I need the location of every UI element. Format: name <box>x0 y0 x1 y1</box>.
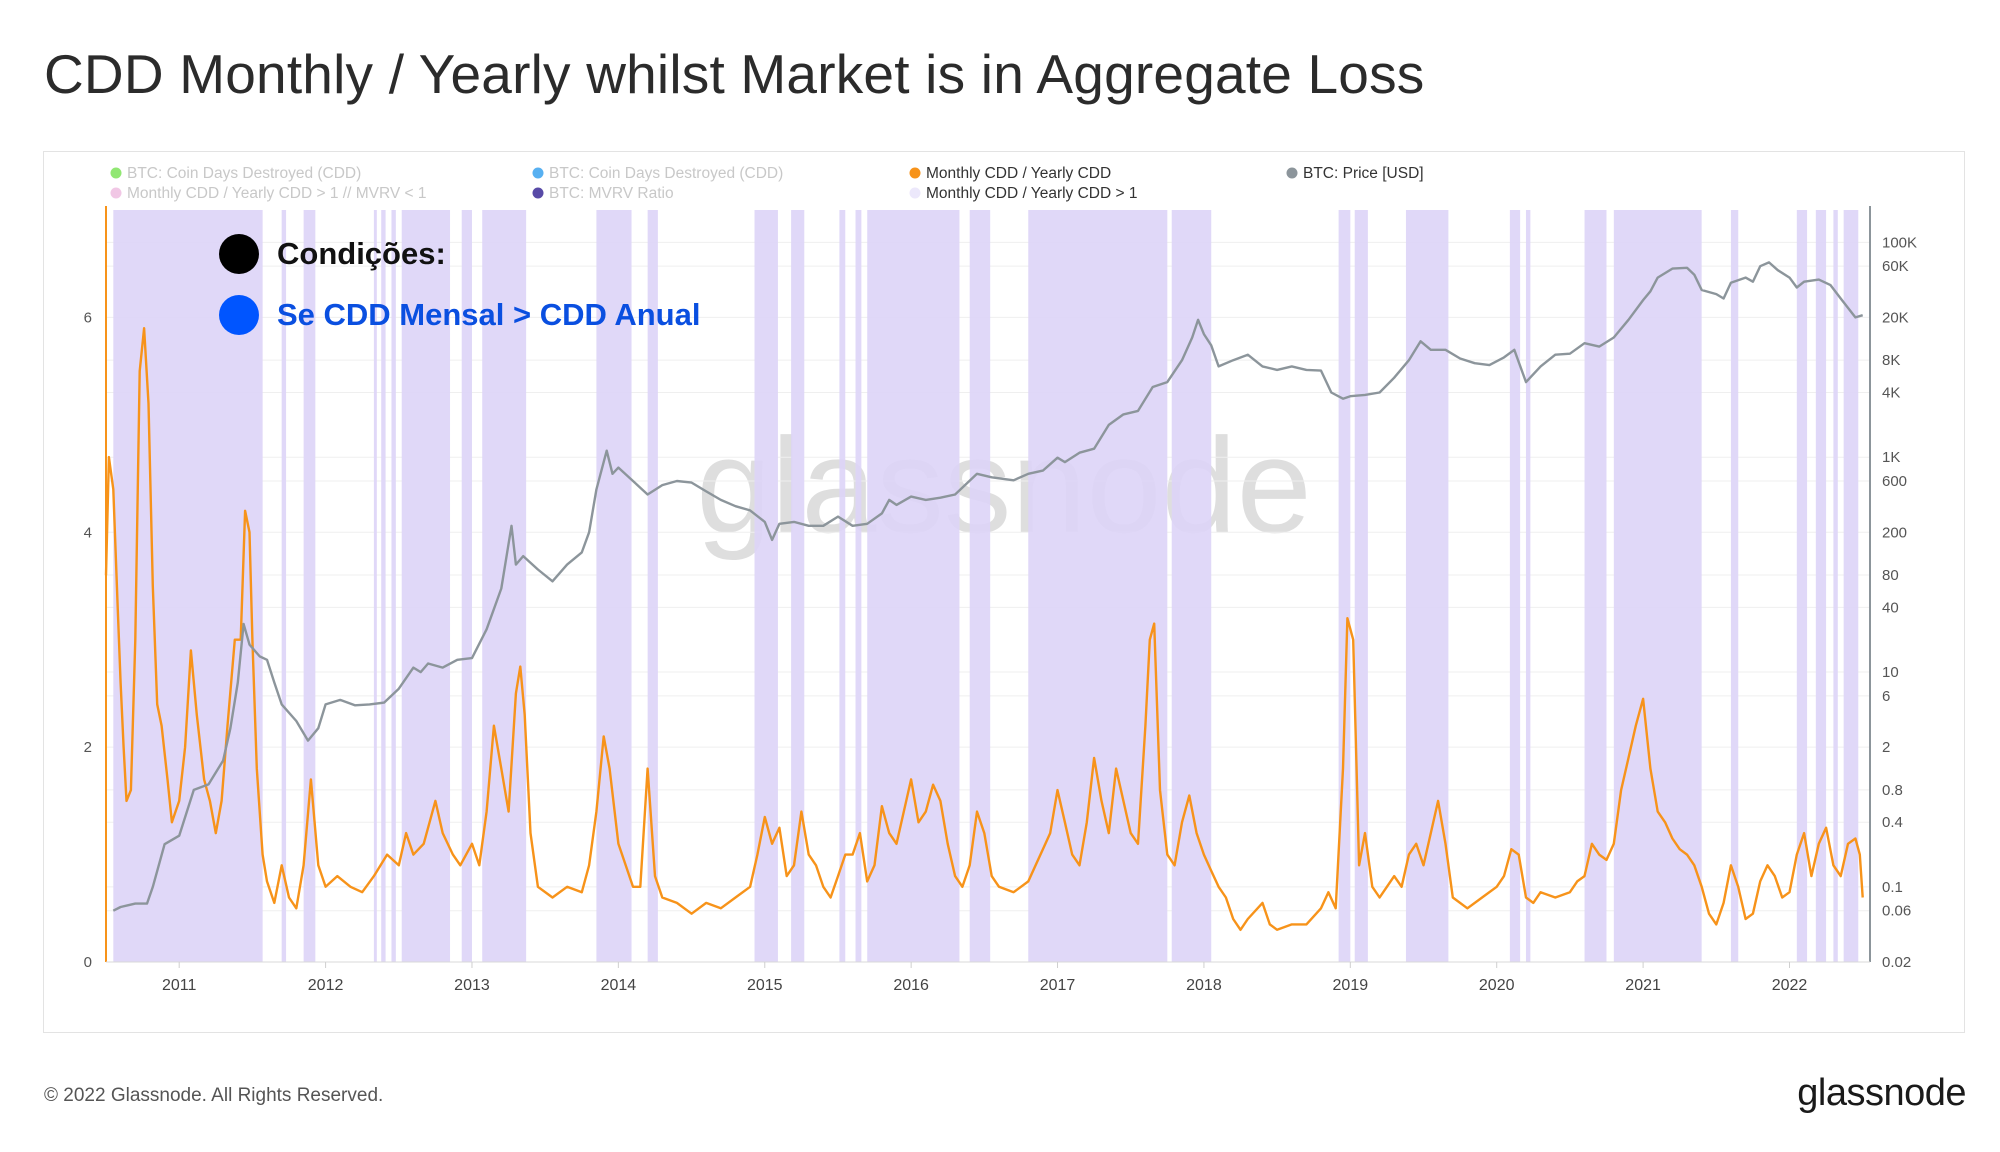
y-left-tick-label: 0 <box>84 954 92 971</box>
y-right-tick-label: 4K <box>1882 385 1900 402</box>
annotation-text: Se CDD Mensal > CDD Anual <box>277 297 700 332</box>
legend-label: BTC: Coin Days Destroyed (CDD) <box>549 165 783 182</box>
chart-frame: glassnode 2011 2012 2013 2014 2015 2016 2017 20… <box>43 151 1965 1033</box>
x-tick-label: 2014 <box>601 977 637 994</box>
x-tick-label: 2018 <box>1186 977 1222 994</box>
shaded-period <box>482 210 527 962</box>
x-tick-label: 2020 <box>1479 977 1515 994</box>
shaded-period <box>1843 210 1859 962</box>
y-right-tick-label: 0.02 <box>1882 954 1911 971</box>
legend-label: Monthly CDD / Yearly CDD > 1 // MVRV < 1 <box>127 185 427 202</box>
shaded-period <box>754 210 778 962</box>
y-right-tick-label: 0.8 <box>1882 782 1903 799</box>
shaded-period <box>1584 210 1607 962</box>
y-left-tick-label: 6 <box>84 309 92 326</box>
y-right-tick-label: 2 <box>1882 739 1890 756</box>
y-right-tick-label: 20K <box>1882 309 1909 326</box>
y-right-tick-label: 600 <box>1882 473 1907 490</box>
legend-marker <box>532 167 544 179</box>
y-right-tick-label: 80 <box>1882 567 1899 584</box>
y-right-tick-label: 0.06 <box>1882 903 1911 920</box>
shaded-period <box>1028 210 1168 962</box>
shaded-period <box>281 210 287 962</box>
shaded-period <box>303 210 316 962</box>
x-tick-label: 2021 <box>1625 977 1661 994</box>
axes: 2011 2012 2013 2014 2015 2016 2017 2018 2019 2020… <box>84 206 1917 994</box>
y-right-tick-label: 1K <box>1882 449 1900 466</box>
shaded-period <box>113 210 263 962</box>
annotation-text: Condições: <box>277 236 446 271</box>
y-right-tick-label: 60K <box>1882 258 1909 275</box>
legend-marker <box>909 167 921 179</box>
shaded-period <box>647 210 658 962</box>
legend-marker <box>110 167 122 179</box>
y-right-tick-label: 10 <box>1882 664 1899 681</box>
x-tick-label: 2015 <box>747 977 783 994</box>
shaded-period <box>461 210 472 962</box>
legend-marker <box>110 187 122 199</box>
shaded-period <box>1730 210 1739 962</box>
shaded-period <box>791 210 805 962</box>
y-right-tick-label: 8K <box>1882 352 1900 369</box>
shaded-period <box>1509 210 1521 962</box>
shaded-period <box>969 210 991 962</box>
legend-label: Monthly CDD / Yearly CDD > 1 <box>926 185 1137 202</box>
shaded-period <box>1796 210 1808 962</box>
x-tick-label: 2019 <box>1333 977 1369 994</box>
series-line <box>104 327 1864 931</box>
legend-label: BTC: Price [USD] <box>1303 165 1424 182</box>
shaded-period <box>381 210 386 962</box>
shaded-period <box>1338 210 1351 962</box>
y-right-tick-label: 0.1 <box>1882 879 1903 896</box>
shaded-period <box>839 210 846 962</box>
shaded-period <box>373 210 377 962</box>
watermark: glassnode <box>696 410 1311 561</box>
annotations: Condições: Se CDD Mensal > CDD Anual <box>219 234 700 335</box>
shaded-period <box>1613 210 1702 962</box>
y-right-tick-label: 0.4 <box>1882 814 1903 831</box>
shaded-period <box>1354 210 1368 962</box>
x-tick-label: 2022 <box>1772 977 1808 994</box>
x-tick-label: 2017 <box>1040 977 1076 994</box>
series-line <box>112 261 1864 912</box>
chart: glassnode 2011 2012 2013 2014 2015 2016 2017 20… <box>84 165 1917 994</box>
page-title: CDD Monthly / Yearly whilst Market is in… <box>44 43 1425 105</box>
legend-label: BTC: Coin Days Destroyed (CDD) <box>127 165 361 182</box>
shaded-period <box>1405 210 1449 962</box>
shaded-period <box>1525 210 1531 962</box>
shaded-period <box>391 210 396 962</box>
legend-marker <box>909 187 921 199</box>
x-tick-label: 2013 <box>454 977 490 994</box>
legend: BTC: Coin Days Destroyed (CDD) BTC: Coin … <box>110 165 1424 202</box>
glassnode-logo: glassnode <box>1797 1072 1966 1114</box>
shaded-period <box>1815 210 1827 962</box>
x-tick-label: 2012 <box>308 977 344 994</box>
shaded-period <box>855 210 862 962</box>
annotation-dot <box>219 234 259 274</box>
y-right-tick-label: 100K <box>1882 234 1917 251</box>
y-right-tick-label: 6 <box>1882 688 1890 705</box>
series-lines <box>104 261 1864 931</box>
legend-marker <box>1286 167 1298 179</box>
annotation-dot <box>219 295 259 335</box>
x-tick-label: 2016 <box>893 977 929 994</box>
legend-marker <box>532 187 544 199</box>
shaded-period <box>1833 210 1838 962</box>
shaded-period <box>596 210 632 962</box>
x-tick-label: 2011 <box>162 977 197 994</box>
y-left-tick-label: 2 <box>84 739 92 756</box>
legend-label: BTC: MVRV Ratio <box>549 185 674 202</box>
y-right-tick-label: 200 <box>1882 524 1907 541</box>
y-left-tick-label: 4 <box>84 524 92 541</box>
legend-label: Monthly CDD / Yearly CDD <box>926 165 1111 182</box>
footer-copyright: © 2022 Glassnode. All Rights Reserved. <box>44 1085 384 1106</box>
shaded-period <box>867 210 960 962</box>
y-right-tick-label: 40 <box>1882 599 1899 616</box>
